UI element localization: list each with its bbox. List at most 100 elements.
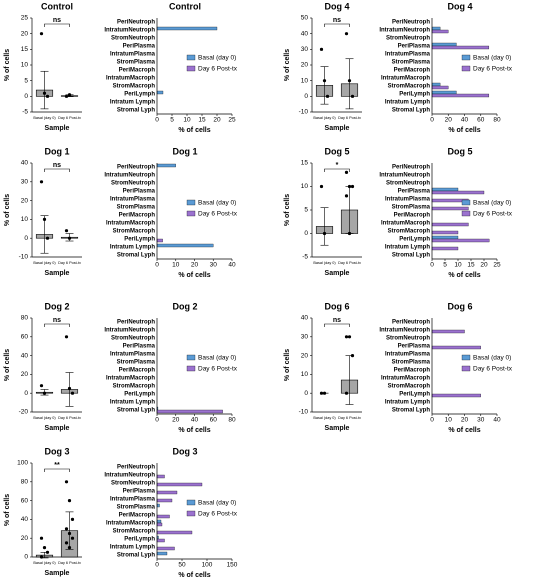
x-tick-label: 5: [170, 117, 174, 124]
data-point: [347, 231, 352, 236]
bar: [431, 230, 459, 235]
category-label: StromMacroph: [113, 384, 156, 390]
category-label: IntratumPlasma: [110, 197, 156, 203]
category-label: PeriLymph: [124, 92, 155, 98]
bar: [156, 474, 165, 479]
legend-swatch: [461, 365, 471, 372]
category-label: PeriNeutroph: [392, 165, 430, 171]
significance-label: ns: [53, 162, 61, 169]
data-point: [322, 231, 327, 236]
category-label: IntratumMacroph: [381, 76, 430, 82]
data-point: [347, 335, 352, 339]
category-label: StromPlasma: [117, 505, 156, 511]
y-tick-label: 40: [21, 516, 29, 523]
data-point: [39, 180, 44, 184]
panel-title: Dog 6: [324, 301, 349, 311]
bar: [156, 490, 178, 495]
x-axis-label: % of cells: [178, 427, 210, 434]
legend-label: Basal (day 0): [473, 200, 511, 207]
x-tick-label: Basal (day 0): [33, 416, 56, 420]
category-label: PeriLymph: [124, 237, 155, 243]
significance-label: ns: [333, 17, 341, 24]
category-label: IntratumMacroph: [381, 221, 430, 227]
data-point: [67, 386, 72, 391]
data-point: [319, 391, 324, 395]
x-axis-label: Sample: [45, 570, 70, 577]
x-tick-label: 25: [228, 117, 236, 124]
panel-title: Dog 5: [447, 146, 472, 156]
legend-label: Day 6 Post-tx: [198, 211, 238, 218]
y-tick-label: -5: [22, 109, 28, 116]
legend-swatch: [186, 54, 196, 61]
category-label: IntratumNeutroph: [104, 328, 155, 334]
panel-title: Dog 2: [172, 301, 197, 311]
x-tick-label: 25: [493, 262, 501, 269]
x-tick-label: 10: [183, 117, 191, 124]
data-point: [64, 94, 69, 98]
bar: [431, 85, 449, 90]
category-label: PeriNeutroph: [117, 20, 155, 26]
bar: [431, 82, 441, 87]
y-tick-label: -20: [19, 409, 29, 416]
data-point: [67, 236, 72, 240]
category-label: IntratumMacroph: [106, 521, 155, 527]
legend-label: Basal (day 0): [473, 55, 511, 62]
legend-label: Day 6 Post-tx: [473, 366, 513, 373]
y-tick-label: -10: [299, 109, 309, 116]
category-label: PeriPlasma: [398, 189, 431, 195]
category-label: StromNeutroph: [386, 181, 430, 187]
bar: [156, 26, 218, 31]
significance-bracket: [44, 23, 70, 27]
panel-title: Dog 2: [44, 301, 69, 311]
category-label: PeriNeutroph: [117, 320, 155, 326]
y-tick-label: 10: [21, 216, 29, 223]
category-label: StromNeutroph: [386, 336, 430, 342]
y-tick-label: 25: [21, 15, 29, 22]
data-point: [350, 184, 355, 189]
category-label: PeriPlasma: [123, 489, 156, 495]
category-label: Intratum Lymph: [110, 545, 155, 551]
x-tick-label: 40: [493, 417, 501, 424]
bar: [156, 538, 165, 543]
data-point: [45, 550, 50, 554]
bar: [156, 163, 176, 168]
data-point: [67, 499, 72, 503]
data-point: [42, 391, 47, 395]
bar: [431, 42, 457, 47]
category-label: IntratumPlasma: [110, 352, 156, 358]
bar: [431, 45, 490, 50]
category-label: PeriNeutroph: [117, 165, 155, 171]
y-tick-label: 0: [24, 235, 28, 242]
category-label: PeriNeutroph: [117, 465, 155, 471]
category-label: StromMacroph: [113, 529, 156, 535]
x-tick-label: 80: [228, 417, 236, 424]
x-tick-label: Day 6 Post-tx: [58, 116, 81, 120]
x-tick-label: Day 6 Post-tx: [338, 116, 361, 120]
legend-label: Basal (day 0): [198, 355, 236, 362]
y-tick-label: -10: [19, 254, 29, 261]
category-label: PeriPlasma: [398, 344, 431, 350]
x-axis-label: Sample: [45, 425, 70, 432]
x-tick-label: 80: [493, 117, 501, 124]
y-tick-label: 5: [24, 77, 28, 84]
y-tick-label: 0: [24, 93, 28, 100]
bar: [431, 190, 485, 195]
x-tick-label: 60: [477, 117, 485, 124]
y-tick-label: 0: [304, 230, 308, 237]
x-tick-label: 20: [461, 417, 469, 424]
bar: [431, 90, 457, 95]
bar: [431, 29, 449, 34]
category-label: PeriPlasma: [123, 44, 156, 50]
category-label: PeriMacroph: [394, 213, 431, 219]
category-label: Stromal Lyph: [117, 553, 155, 559]
x-tick-label: 15: [467, 262, 475, 269]
legend-swatch: [186, 499, 196, 506]
bar: [431, 206, 469, 211]
data-point: [39, 555, 44, 559]
category-label: IntratumNeutroph: [104, 473, 155, 479]
bar: [156, 482, 203, 487]
category-label: StromMacroph: [113, 229, 156, 235]
x-tick-label: 20: [445, 117, 453, 124]
x-tick-label: 60: [210, 417, 218, 424]
